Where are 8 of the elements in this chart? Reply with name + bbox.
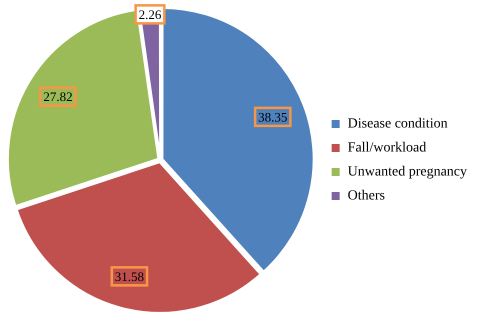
legend-label: Disease condition (348, 116, 448, 132)
data-label: 2.26 (138, 6, 162, 22)
legend-label: Unwanted pregnancy (348, 164, 467, 180)
legend-label: Others (348, 188, 385, 204)
data-label: 38.35 (258, 109, 288, 124)
data-label: 31.58 (114, 268, 144, 284)
data-label: 27.82 (43, 88, 73, 104)
legend-label: Fall/workload (348, 140, 426, 156)
